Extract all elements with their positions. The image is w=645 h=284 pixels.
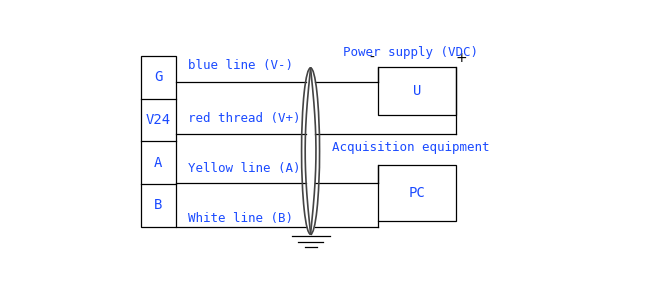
Text: U: U bbox=[413, 84, 421, 98]
Text: V24: V24 bbox=[146, 113, 171, 127]
Bar bbox=[378, 165, 455, 221]
Text: Power supply (VDC): Power supply (VDC) bbox=[343, 46, 478, 59]
Text: White line (B): White line (B) bbox=[188, 212, 293, 225]
Text: G: G bbox=[154, 70, 163, 84]
Text: A: A bbox=[154, 156, 163, 170]
Bar bbox=[141, 56, 175, 227]
Bar bbox=[378, 67, 455, 115]
Text: red thread (V+): red thread (V+) bbox=[188, 112, 301, 125]
Text: B: B bbox=[154, 198, 163, 212]
Text: -: - bbox=[370, 51, 375, 65]
Text: Yellow line (A): Yellow line (A) bbox=[188, 162, 301, 175]
Text: +: + bbox=[456, 51, 468, 65]
Text: PC: PC bbox=[408, 186, 425, 200]
Text: blue line (V-): blue line (V-) bbox=[188, 59, 293, 72]
Text: Acquisition equipment: Acquisition equipment bbox=[332, 141, 490, 154]
